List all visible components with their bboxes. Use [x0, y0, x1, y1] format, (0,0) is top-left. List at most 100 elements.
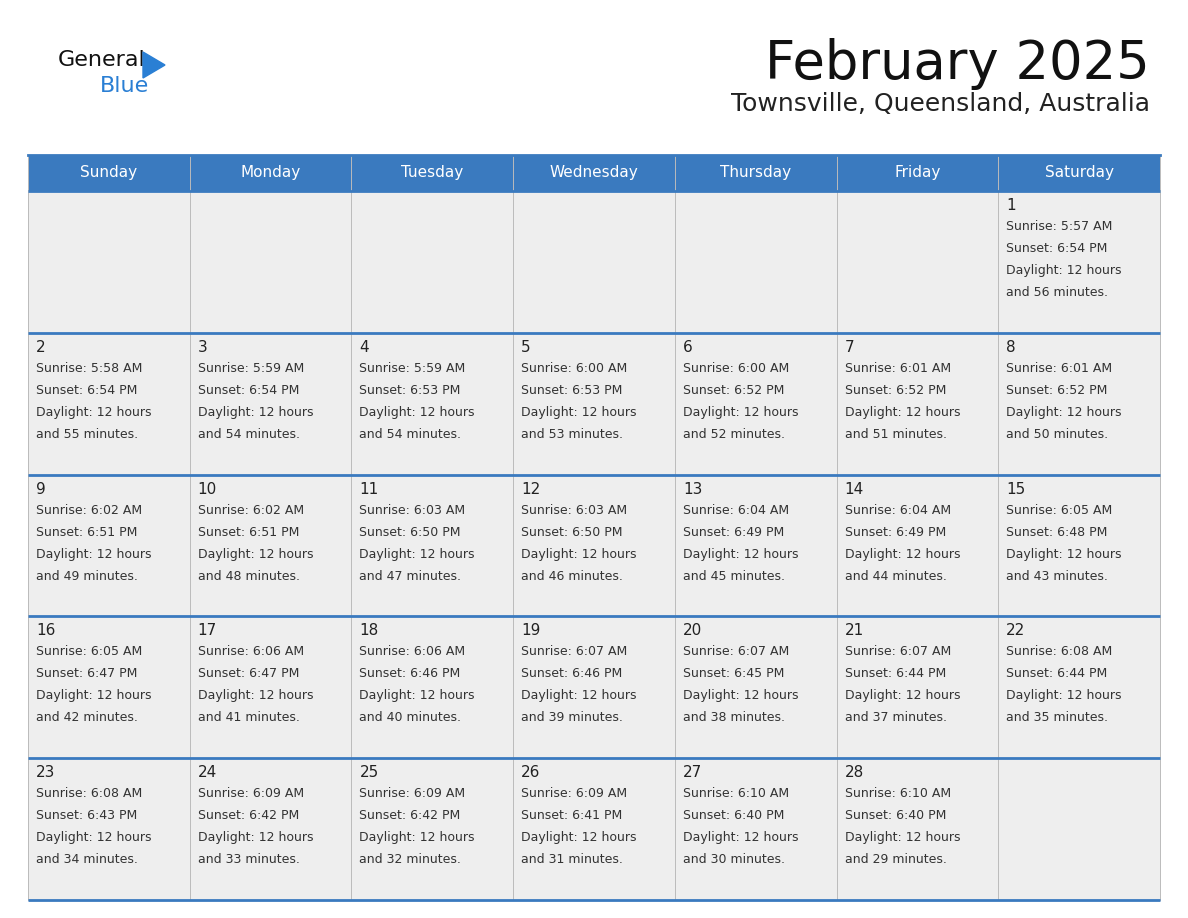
Text: and 29 minutes.: and 29 minutes.	[845, 853, 947, 867]
Text: Daylight: 12 hours: Daylight: 12 hours	[683, 831, 798, 845]
Text: Sunset: 6:47 PM: Sunset: 6:47 PM	[36, 667, 138, 680]
Text: 1: 1	[1006, 198, 1016, 213]
Text: Sunset: 6:51 PM: Sunset: 6:51 PM	[197, 526, 299, 539]
Bar	[29, 155, 1159, 191]
Text: Daylight: 12 hours: Daylight: 12 hours	[360, 406, 475, 419]
Text: and 51 minutes.: and 51 minutes.	[845, 428, 947, 441]
Text: 10: 10	[197, 482, 217, 497]
Text: Daylight: 12 hours: Daylight: 12 hours	[36, 689, 152, 702]
Text: and 41 minutes.: and 41 minutes.	[197, 711, 299, 724]
Text: Sunrise: 6:04 AM: Sunrise: 6:04 AM	[845, 504, 950, 517]
Text: Sunrise: 6:10 AM: Sunrise: 6:10 AM	[683, 788, 789, 800]
Text: 16: 16	[36, 623, 56, 638]
Text: Sunset: 6:54 PM: Sunset: 6:54 PM	[1006, 242, 1107, 255]
Text: Sunday: Sunday	[81, 165, 138, 181]
Text: Tuesday: Tuesday	[402, 165, 463, 181]
Text: Sunset: 6:53 PM: Sunset: 6:53 PM	[360, 384, 461, 397]
Text: Sunset: 6:46 PM: Sunset: 6:46 PM	[522, 667, 623, 680]
Text: Sunrise: 6:07 AM: Sunrise: 6:07 AM	[845, 645, 950, 658]
Text: Wednesday: Wednesday	[550, 165, 638, 181]
Text: Sunrise: 6:00 AM: Sunrise: 6:00 AM	[683, 362, 789, 375]
Text: 22: 22	[1006, 623, 1025, 638]
Text: Sunset: 6:54 PM: Sunset: 6:54 PM	[197, 384, 299, 397]
Text: Sunrise: 6:10 AM: Sunrise: 6:10 AM	[845, 788, 950, 800]
Text: Sunrise: 6:02 AM: Sunrise: 6:02 AM	[197, 504, 304, 517]
Text: and 35 minutes.: and 35 minutes.	[1006, 711, 1108, 724]
Text: Daylight: 12 hours: Daylight: 12 hours	[845, 547, 960, 561]
Text: Sunrise: 6:07 AM: Sunrise: 6:07 AM	[522, 645, 627, 658]
Text: and 43 minutes.: and 43 minutes.	[1006, 569, 1108, 583]
Text: Daylight: 12 hours: Daylight: 12 hours	[1006, 264, 1121, 277]
Text: and 34 minutes.: and 34 minutes.	[36, 853, 138, 867]
Text: Sunrise: 6:08 AM: Sunrise: 6:08 AM	[1006, 645, 1112, 658]
Text: and 40 minutes.: and 40 minutes.	[360, 711, 461, 724]
Text: Sunset: 6:51 PM: Sunset: 6:51 PM	[36, 526, 138, 539]
Text: and 39 minutes.: and 39 minutes.	[522, 711, 623, 724]
Text: Daylight: 12 hours: Daylight: 12 hours	[360, 547, 475, 561]
Text: Friday: Friday	[895, 165, 941, 181]
Text: Daylight: 12 hours: Daylight: 12 hours	[1006, 689, 1121, 702]
Text: Sunset: 6:54 PM: Sunset: 6:54 PM	[36, 384, 138, 397]
Text: Daylight: 12 hours: Daylight: 12 hours	[1006, 547, 1121, 561]
Text: Sunset: 6:48 PM: Sunset: 6:48 PM	[1006, 526, 1107, 539]
Text: Sunset: 6:42 PM: Sunset: 6:42 PM	[360, 809, 461, 823]
Text: and 38 minutes.: and 38 minutes.	[683, 711, 785, 724]
Text: Sunset: 6:44 PM: Sunset: 6:44 PM	[1006, 667, 1107, 680]
Text: and 56 minutes.: and 56 minutes.	[1006, 285, 1108, 299]
Text: Thursday: Thursday	[720, 165, 791, 181]
Text: 28: 28	[845, 766, 864, 780]
Text: Daylight: 12 hours: Daylight: 12 hours	[522, 831, 637, 845]
Text: and 42 minutes.: and 42 minutes.	[36, 711, 138, 724]
Text: 6: 6	[683, 340, 693, 354]
Text: Sunrise: 6:02 AM: Sunrise: 6:02 AM	[36, 504, 143, 517]
Text: Daylight: 12 hours: Daylight: 12 hours	[522, 689, 637, 702]
Text: and 49 minutes.: and 49 minutes.	[36, 569, 138, 583]
Text: Sunrise: 6:05 AM: Sunrise: 6:05 AM	[1006, 504, 1112, 517]
Text: Sunset: 6:40 PM: Sunset: 6:40 PM	[683, 809, 784, 823]
Text: and 55 minutes.: and 55 minutes.	[36, 428, 138, 441]
Text: 13: 13	[683, 482, 702, 497]
Text: February 2025: February 2025	[765, 38, 1150, 90]
Text: 5: 5	[522, 340, 531, 354]
Text: Sunrise: 6:09 AM: Sunrise: 6:09 AM	[197, 788, 304, 800]
Text: 9: 9	[36, 482, 46, 497]
Text: Daylight: 12 hours: Daylight: 12 hours	[522, 547, 637, 561]
Text: Sunset: 6:49 PM: Sunset: 6:49 PM	[683, 526, 784, 539]
Text: and 54 minutes.: and 54 minutes.	[360, 428, 461, 441]
Text: Daylight: 12 hours: Daylight: 12 hours	[683, 406, 798, 419]
Text: Sunrise: 6:06 AM: Sunrise: 6:06 AM	[197, 645, 304, 658]
Text: Daylight: 12 hours: Daylight: 12 hours	[36, 406, 152, 419]
Text: 19: 19	[522, 623, 541, 638]
Text: and 50 minutes.: and 50 minutes.	[1006, 428, 1108, 441]
Text: Daylight: 12 hours: Daylight: 12 hours	[360, 831, 475, 845]
Text: Daylight: 12 hours: Daylight: 12 hours	[1006, 406, 1121, 419]
Text: Sunrise: 5:58 AM: Sunrise: 5:58 AM	[36, 362, 143, 375]
Text: 2: 2	[36, 340, 45, 354]
Text: and 37 minutes.: and 37 minutes.	[845, 711, 947, 724]
Text: and 54 minutes.: and 54 minutes.	[197, 428, 299, 441]
Text: Blue: Blue	[100, 76, 150, 96]
Text: 24: 24	[197, 766, 217, 780]
Text: 3: 3	[197, 340, 208, 354]
Text: Daylight: 12 hours: Daylight: 12 hours	[683, 547, 798, 561]
Text: 21: 21	[845, 623, 864, 638]
Text: 26: 26	[522, 766, 541, 780]
Text: and 30 minutes.: and 30 minutes.	[683, 853, 785, 867]
Text: 14: 14	[845, 482, 864, 497]
Text: and 33 minutes.: and 33 minutes.	[197, 853, 299, 867]
Text: and 53 minutes.: and 53 minutes.	[522, 428, 624, 441]
Text: and 31 minutes.: and 31 minutes.	[522, 853, 623, 867]
Text: Daylight: 12 hours: Daylight: 12 hours	[36, 831, 152, 845]
Text: Daylight: 12 hours: Daylight: 12 hours	[197, 831, 314, 845]
Text: Daylight: 12 hours: Daylight: 12 hours	[36, 547, 152, 561]
Text: Saturday: Saturday	[1044, 165, 1113, 181]
Text: Sunrise: 6:07 AM: Sunrise: 6:07 AM	[683, 645, 789, 658]
Text: 15: 15	[1006, 482, 1025, 497]
Text: Sunrise: 6:03 AM: Sunrise: 6:03 AM	[522, 504, 627, 517]
Text: 4: 4	[360, 340, 369, 354]
Text: and 45 minutes.: and 45 minutes.	[683, 569, 785, 583]
Text: Sunrise: 6:00 AM: Sunrise: 6:00 AM	[522, 362, 627, 375]
Text: Daylight: 12 hours: Daylight: 12 hours	[683, 689, 798, 702]
Text: Sunset: 6:40 PM: Sunset: 6:40 PM	[845, 809, 946, 823]
Text: 27: 27	[683, 766, 702, 780]
